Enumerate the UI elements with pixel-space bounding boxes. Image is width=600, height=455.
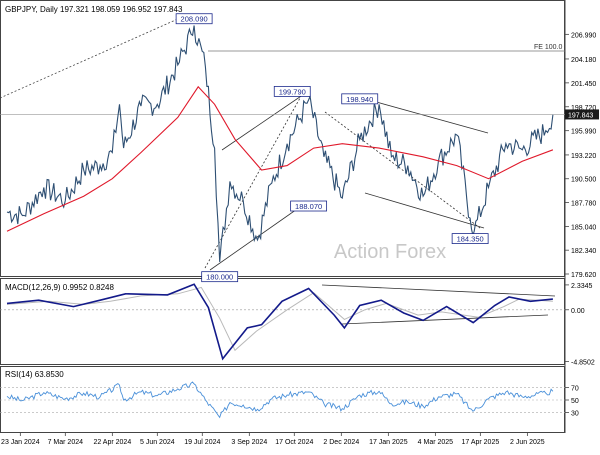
fib-dashed-line-1 xyxy=(204,97,301,269)
price-annotation-box xyxy=(341,93,379,105)
macd-signal-line xyxy=(6,286,553,352)
price-axis-tick-label: 204.180 xyxy=(571,57,596,64)
price-axis-tick-label: 193.220 xyxy=(571,153,596,160)
watermark: Action Forex xyxy=(334,241,446,263)
label-layer: 208.090 180.000 199.790 188.070 198.940 184.3… xyxy=(175,13,489,283)
rsi-pane-title: RSI(14) 63.8530 xyxy=(5,370,64,379)
time-axis-tick-label: 2 Jun 2025 xyxy=(510,439,545,446)
macd-triangle-lower xyxy=(341,314,549,325)
series-layer xyxy=(6,25,554,419)
price-annotation-box xyxy=(451,233,489,244)
price-axis-tick-label: 190.500 xyxy=(571,177,596,184)
fe-level-label: FE 100.0 xyxy=(534,44,563,51)
price-series-line xyxy=(6,25,554,262)
price-annotation-label: 208.090 xyxy=(181,15,208,24)
price-pane-title: GBPJPY, Daily 197.321 198.059 196.952 19… xyxy=(5,5,183,14)
macd-line xyxy=(6,283,553,361)
axis-layer: 206.990 204.180 201.450 198.720 195.990 193.2… xyxy=(1,32,599,446)
symbol-title: GBPJPY, Daily xyxy=(5,5,58,14)
price-axis-tick-label: 206.990 xyxy=(571,32,596,39)
price-axis-tick-label: 179.620 xyxy=(571,272,596,279)
price-axis-tick-label: 195.990 xyxy=(571,129,596,136)
rsi-axis-tick-label: 30 xyxy=(571,410,579,417)
price-annotation-box xyxy=(175,13,213,25)
price-annotation-box xyxy=(273,85,311,97)
falling-channel-lower xyxy=(364,192,485,229)
price-axis-tick-label: 198.720 xyxy=(571,105,596,112)
price-axis-tick-label: 182.340 xyxy=(571,248,596,255)
price-axis-tick-label: 187.780 xyxy=(571,201,596,208)
macd-axis-tick-label: 0.00 xyxy=(571,308,585,315)
time-axis-tick-label: 3 Sep 2024 xyxy=(231,439,267,446)
rsi-pane-frame xyxy=(0,366,565,433)
rsi-line xyxy=(6,381,554,419)
time-axis-tick-label: 23 Jan 2024 xyxy=(1,439,40,446)
time-axis-tick-label: 22 Apr 2024 xyxy=(93,439,131,446)
ohlc-close: 197.843 xyxy=(153,5,182,14)
channel-upper-line xyxy=(221,89,311,151)
rsi-axis-tick-label: 50 xyxy=(571,398,579,405)
moving-average-line xyxy=(6,85,554,232)
grid-layer xyxy=(0,114,565,413)
price-annotation-box xyxy=(290,200,328,212)
price-annotation-label: 184.350 xyxy=(457,235,484,244)
time-axis-tick-label: 5 Jun 2024 xyxy=(140,439,175,446)
price-axis-tick-label: 185.040 xyxy=(571,225,596,232)
macd-triangle-upper xyxy=(321,284,556,297)
time-axis-tick-label: 17 Apr 2025 xyxy=(461,439,499,446)
price-annotation-label: 188.070 xyxy=(295,202,322,211)
time-axis-tick-label: 7 Mar 2024 xyxy=(48,439,84,446)
price-annotation-label: 198.940 xyxy=(346,95,373,104)
price-axis-tick-label: 201.450 xyxy=(571,81,596,88)
ohlc-high: 198.059 xyxy=(91,5,120,14)
time-axis-tick-label: 17 Jan 2025 xyxy=(369,439,408,446)
time-axis-tick-label: 4 Mar 2025 xyxy=(418,439,454,446)
price-annotation-label: 180.000 xyxy=(206,273,233,282)
price-annotation-label: 199.790 xyxy=(279,87,306,96)
macd-pane-title: MACD(12,26,9) 0.9952 0.8248 xyxy=(5,283,115,292)
macd-axis-tick-label: 2.3345 xyxy=(571,283,593,290)
macd-axis-tick-label: -4.8502 xyxy=(571,359,595,366)
time-axis-tick-label: 19 Jul 2024 xyxy=(184,439,220,446)
time-axis-tick-label: 2 Dec 2024 xyxy=(323,439,359,446)
ohlc-low: 196.952 xyxy=(122,5,151,14)
fib-dashed-line-2 xyxy=(324,111,481,229)
ohlc-open: 197.321 xyxy=(60,5,89,14)
trend-line-dashed-top xyxy=(0,17,181,99)
rsi-axis-tick-label: 70 xyxy=(571,386,579,393)
last-price-label: 197.843 xyxy=(568,112,593,119)
falling-channel-upper xyxy=(361,97,489,134)
time-axis-tick-label: 17 Oct 2024 xyxy=(275,439,313,446)
last-price-box xyxy=(565,109,599,120)
price-annotation-box xyxy=(201,271,239,283)
